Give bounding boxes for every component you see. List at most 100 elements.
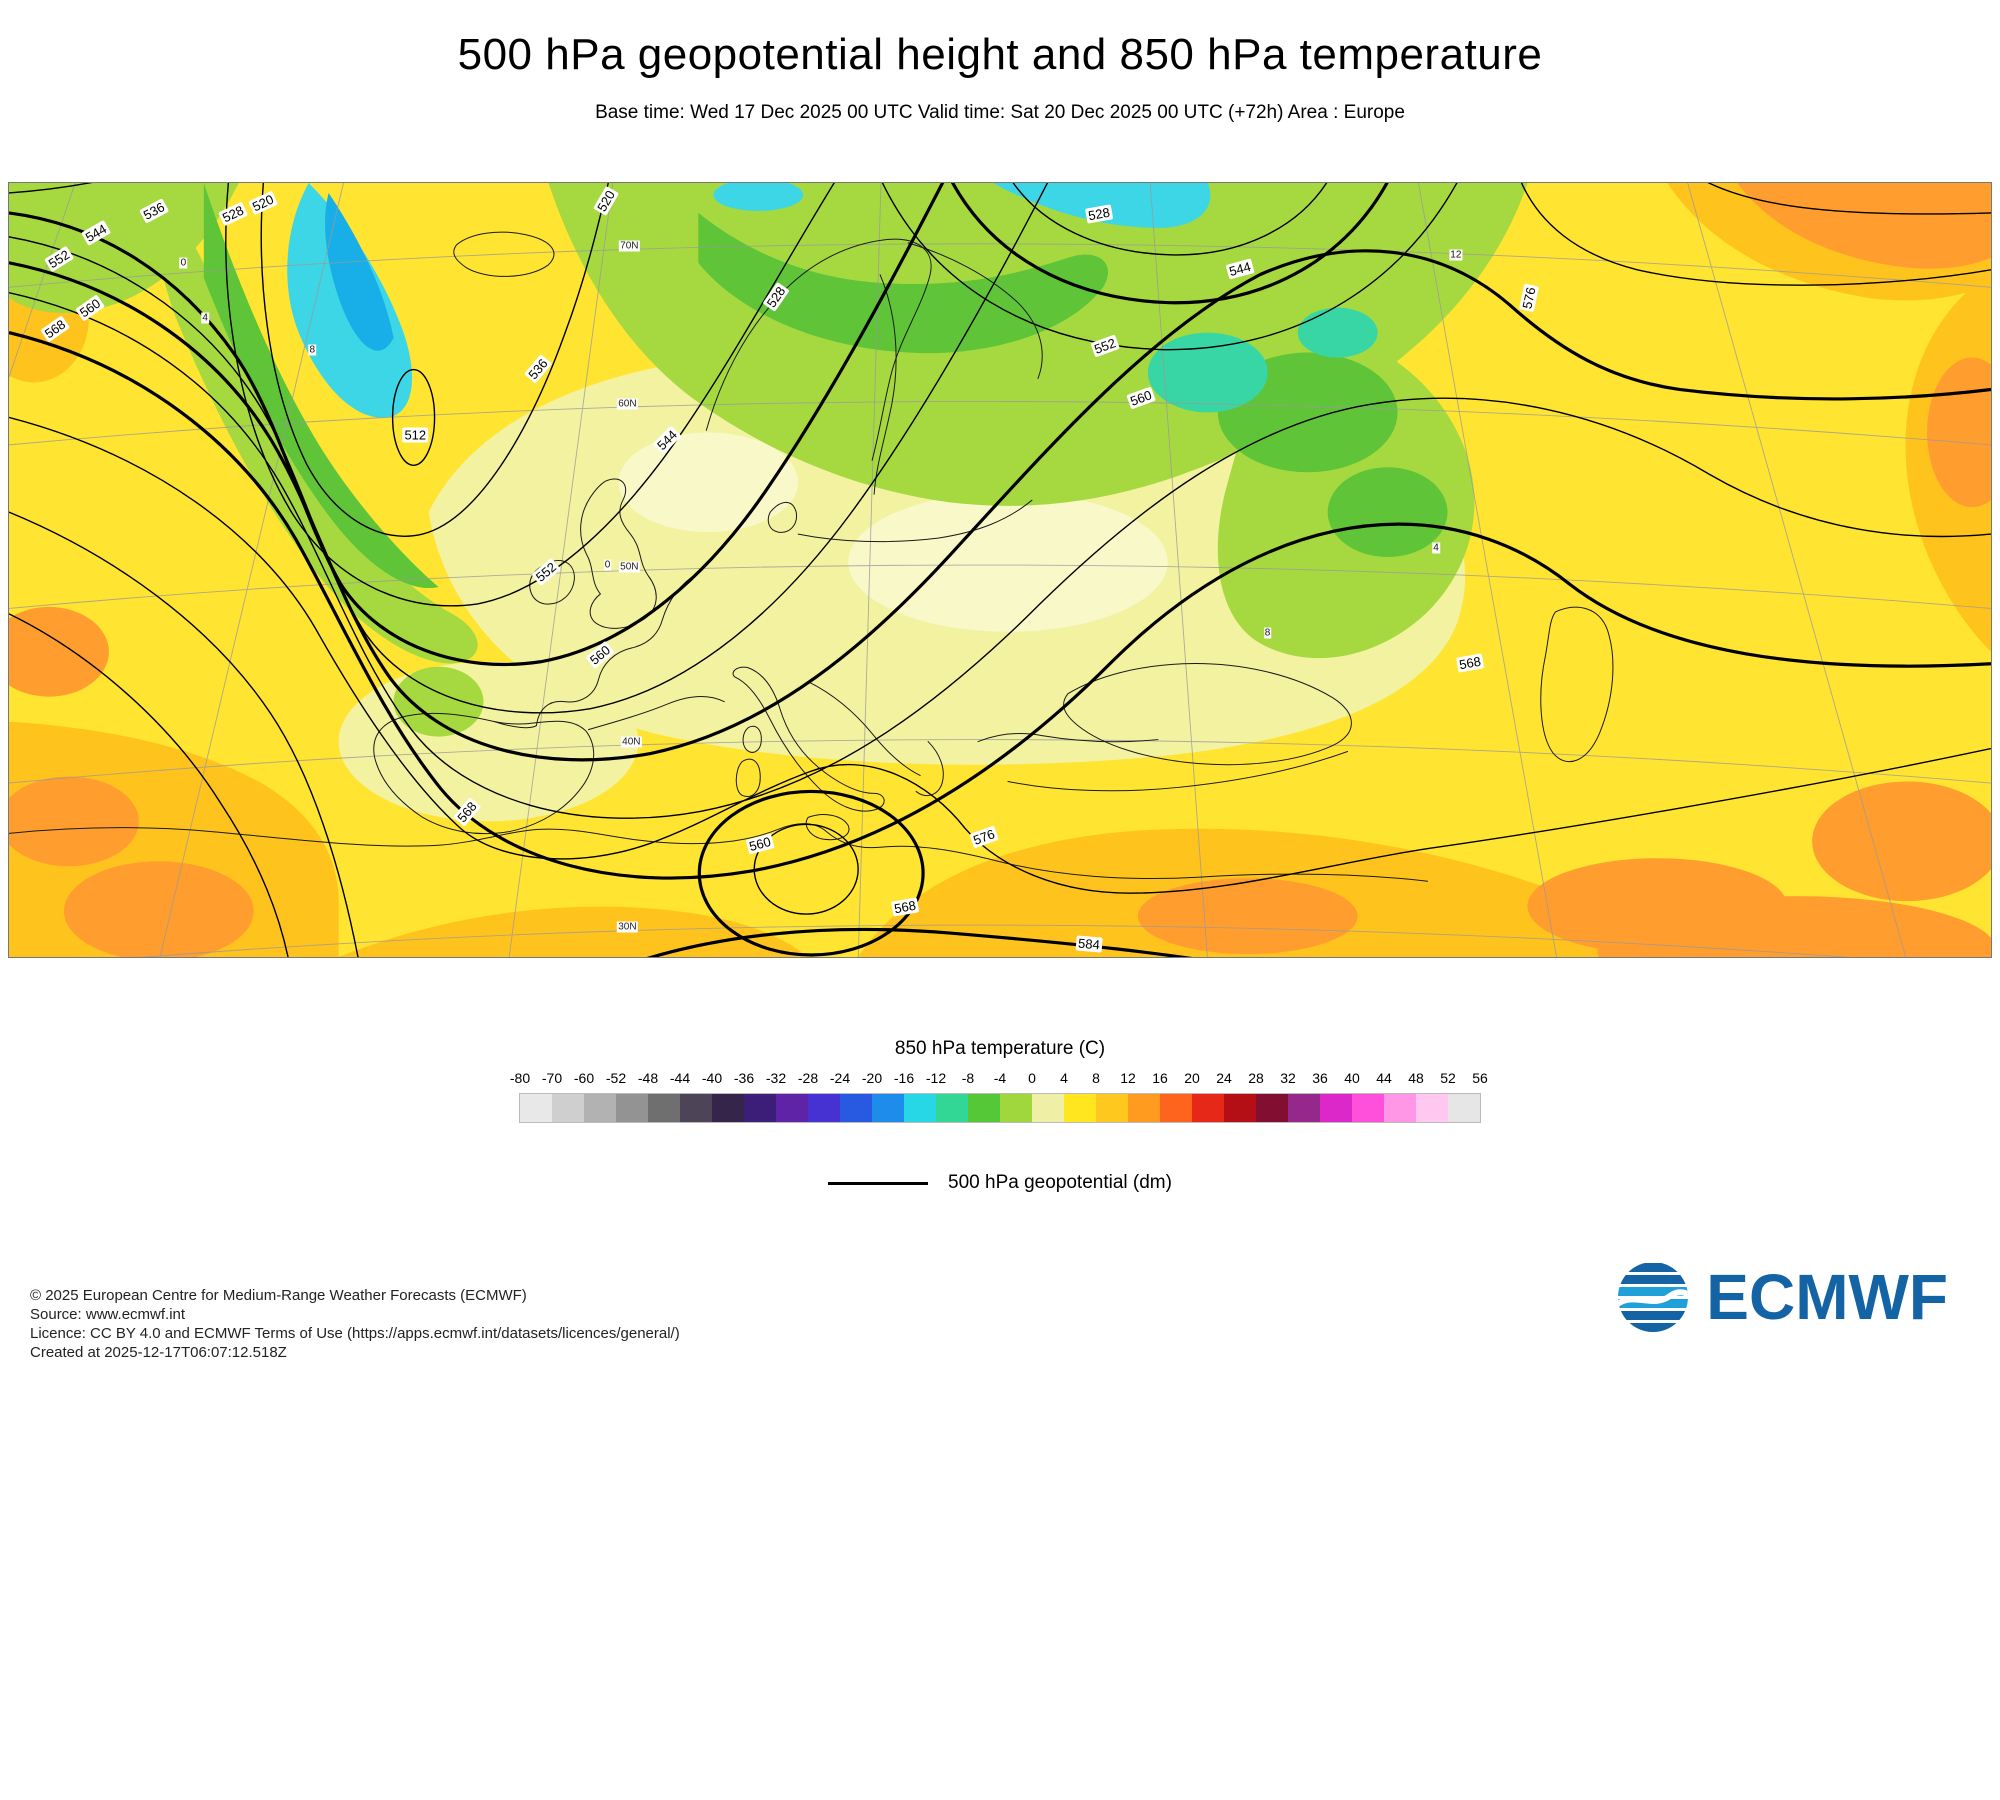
height-contour-label: 568 xyxy=(1455,653,1484,673)
temp-contour-label: 8 xyxy=(308,344,317,356)
height-contour-label: 552 xyxy=(43,245,74,273)
colorbar-cell xyxy=(1448,1094,1480,1122)
colorbar-cell xyxy=(776,1094,808,1122)
height-contour-label: 552 xyxy=(1090,334,1120,357)
height-contour-label: 536 xyxy=(524,354,553,384)
colorbar-cell xyxy=(680,1094,712,1122)
ecmwf-logo-text: ECMWF xyxy=(1706,1261,1948,1333)
colorbar-cell xyxy=(1416,1094,1448,1122)
colorbar-tick-label: -32 xyxy=(765,1070,787,1086)
graticule-label: 70N xyxy=(619,240,640,252)
height-contour-label: 520 xyxy=(247,190,278,216)
colorbar-cell xyxy=(616,1094,648,1122)
colorbar-cell xyxy=(520,1094,552,1122)
colorbar-tick-label: 56 xyxy=(1472,1070,1488,1086)
graticule-label: 50N xyxy=(619,561,640,573)
height-contour-label: 560 xyxy=(745,833,775,855)
height-contour-label: 528 xyxy=(218,201,248,227)
colorbar-tick-label: 44 xyxy=(1376,1070,1392,1086)
height-contour-label: 576 xyxy=(1519,284,1540,313)
colorbar-cell xyxy=(1288,1094,1320,1122)
geopotential-line-sample xyxy=(828,1181,929,1185)
temp-contour-label: 8 xyxy=(1263,627,1272,639)
height-contour-label: 568 xyxy=(890,897,919,918)
height-contours xyxy=(9,183,1991,957)
colorbar-tick-label: -28 xyxy=(797,1070,819,1086)
colorbar-cell xyxy=(1384,1094,1416,1122)
colorbar-wrap: -80 -70 -60 -52 -48 -44 -40 -36 -32 -28 -24 -20 -16-… xyxy=(510,1070,1488,1128)
ecmwf-logo: ECMWF xyxy=(1614,1258,1948,1336)
height-contour-label: 544 xyxy=(81,219,112,246)
height-contour-label: 544 xyxy=(1225,258,1255,280)
colorbar-cell xyxy=(1160,1094,1192,1122)
height-contour-label: 512 xyxy=(402,427,429,443)
footer-lines: © 2025 European Centre for Medium-Range … xyxy=(30,1286,680,1362)
colorbar-tick-label: -80 xyxy=(509,1070,531,1086)
graticule xyxy=(9,183,1991,957)
height-contour-label: 576 xyxy=(969,825,999,849)
footer: © 2025 European Centre for Medium-Range … xyxy=(30,1286,680,1362)
colorbar-tick-label: -12 xyxy=(925,1070,947,1086)
colorbar-tick-label: 16 xyxy=(1152,1070,1168,1086)
height-contour-label: 528 xyxy=(1085,204,1114,224)
colorbar-tick-label: 48 xyxy=(1408,1070,1424,1086)
colorbar-cell xyxy=(1192,1094,1224,1122)
graticule-label: 30N xyxy=(617,921,638,933)
graticule-label: 60N xyxy=(617,398,638,410)
colorbar-tick-label: -60 xyxy=(573,1070,595,1086)
colorbar-title: 850 hPa temperature (C) xyxy=(894,1038,1106,1059)
weather-map: 536 544 552 560 568 520 528 512 520 528 536 544 552 5… xyxy=(8,182,1992,958)
height-contour-label: 568 xyxy=(452,797,481,827)
temp-contour-label: 0 xyxy=(603,559,612,571)
colorbar-tick-label: 0 xyxy=(1028,1070,1036,1086)
footer-line: Licence: CC BY 4.0 and ECMWF Terms of Us… xyxy=(30,1325,680,1342)
footer-line: Source: www.ecmwf.int xyxy=(30,1306,186,1323)
footer-line: Created at 2025-12-17T06:07:12.518Z xyxy=(30,1344,287,1361)
colorbar-cell xyxy=(648,1094,680,1122)
colorbar-cell xyxy=(936,1094,968,1122)
colorbar-tick-label: -48 xyxy=(637,1070,659,1086)
temperature-legend: 850 hPa temperature (C) -80 -70 -60 -52 -48-… xyxy=(0,1038,2000,1128)
footer-line: © 2025 European Centre for Medium-Range … xyxy=(30,1287,527,1304)
colorbar-cell xyxy=(808,1094,840,1122)
colorbar-tick-label: 20 xyxy=(1184,1070,1200,1086)
colorbar-cell xyxy=(712,1094,744,1122)
colorbar-tick-label: 28 xyxy=(1248,1070,1264,1086)
colorbar-tick-label: 12 xyxy=(1120,1070,1136,1086)
colorbar-cell xyxy=(1000,1094,1032,1122)
colorbar-cell xyxy=(1032,1094,1064,1122)
colorbar-tick-label: 24 xyxy=(1216,1070,1232,1086)
colorbar-tick-label: 52 xyxy=(1440,1070,1456,1086)
colorbar-tick-label: 32 xyxy=(1280,1070,1296,1086)
temp-contour-label: 12 xyxy=(1449,249,1463,261)
geopotential-legend-label: 500 hPa geopotential (dm) xyxy=(948,1172,1172,1193)
colorbar-tick-label: -24 xyxy=(829,1070,851,1086)
height-contour-label: 560 xyxy=(1126,386,1156,410)
height-contour-label: 520 xyxy=(592,185,619,216)
height-contour-label: 528 xyxy=(762,281,790,312)
height-contour-label: 544 xyxy=(652,425,682,455)
ecmwf-logo-icon xyxy=(1618,1263,1689,1332)
colorbar-cell xyxy=(744,1094,776,1122)
colorbar-tick-label: -44 xyxy=(669,1070,691,1086)
colorbar-cell xyxy=(872,1094,904,1122)
colorbar-cell xyxy=(584,1094,616,1122)
page-title: 500 hPa geopotential height and 850 hPa … xyxy=(457,30,1543,79)
colorbar-tick-label: -20 xyxy=(861,1070,883,1086)
colorbar-tick-label: -70 xyxy=(541,1070,563,1086)
map-canvas xyxy=(9,183,1991,957)
colorbar xyxy=(519,1093,1481,1123)
height-contour-label: 560 xyxy=(584,641,615,670)
colorbar-cell xyxy=(904,1094,936,1122)
colorbar-tick-label: -8 xyxy=(961,1070,975,1086)
height-contour-label: 552 xyxy=(531,558,561,587)
colorbar-tick-label: -52 xyxy=(605,1070,627,1086)
colorbar-tick-label: -40 xyxy=(701,1070,723,1086)
map-labels: 536 544 552 560 568 520 528 512 520 528 536 544 552 5… xyxy=(9,183,1991,957)
colorbar-cell xyxy=(1224,1094,1256,1122)
colorbar-cell xyxy=(1096,1094,1128,1122)
colorbar-cell xyxy=(1128,1094,1160,1122)
coastlines xyxy=(9,231,1614,882)
geopotential-legend: 500 hPa geopotential (dm) xyxy=(0,1172,2000,1194)
colorbar-cell xyxy=(968,1094,1000,1122)
